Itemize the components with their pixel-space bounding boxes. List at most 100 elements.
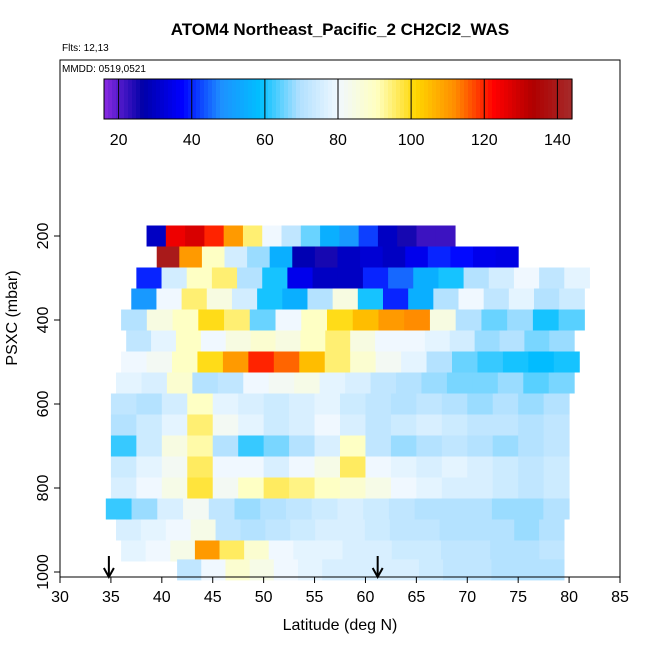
colorbar-segment xyxy=(144,79,149,119)
colorbar-segment xyxy=(240,79,245,119)
heatmap-cell xyxy=(426,351,453,373)
colorbar-segment xyxy=(420,79,425,119)
colorbar-segment xyxy=(508,79,513,119)
heatmap-cell xyxy=(489,519,515,541)
colorbar-segment xyxy=(556,79,561,119)
colorbar-segment xyxy=(380,79,385,119)
heatmap-cell xyxy=(543,393,570,415)
heatmap-cell xyxy=(314,456,341,478)
x-tick-label: 85 xyxy=(611,589,629,606)
colorbar-segment xyxy=(248,79,253,119)
heatmap-cell xyxy=(215,519,241,541)
heatmap-cell xyxy=(190,519,217,541)
colorbar-segment xyxy=(372,79,377,119)
colorbar-tick-label: 40 xyxy=(183,132,201,149)
heatmap-cell xyxy=(326,309,354,331)
heatmap-cell xyxy=(146,309,174,331)
heatmap-cell xyxy=(404,309,431,331)
colorbar-segment xyxy=(424,79,429,119)
heatmap-cell xyxy=(340,435,366,457)
heatmap-cell xyxy=(377,225,398,247)
heatmap-cell xyxy=(491,498,519,520)
heatmap-cell xyxy=(390,414,417,436)
colorbar-segment xyxy=(264,79,269,119)
heatmap-cell xyxy=(382,288,409,310)
colorbar-segment xyxy=(104,79,109,119)
heatmap-cell xyxy=(298,559,323,581)
colorbar-segment xyxy=(512,79,517,119)
heatmap-cell xyxy=(145,540,171,562)
heatmap-cell xyxy=(365,393,392,415)
heatmap-cell xyxy=(483,288,510,310)
y-tick-label: 200 xyxy=(35,223,52,250)
heatmap-cell xyxy=(441,393,468,415)
colorbar: 20 40 60 80 100 120 140 xyxy=(103,78,573,149)
heatmap-cell xyxy=(320,225,340,247)
heatmap-cell xyxy=(172,351,198,373)
heatmap-cell xyxy=(513,267,540,289)
colorbar-segment xyxy=(260,79,265,119)
heatmap-cell xyxy=(388,498,416,520)
heatmap-cell xyxy=(539,267,565,289)
heatmap-cell xyxy=(441,477,468,499)
heatmap-cell xyxy=(161,414,188,436)
heatmap-cell xyxy=(314,246,338,268)
heatmap-cell xyxy=(491,559,517,581)
heatmap-cell xyxy=(473,246,497,268)
heatmap-cell xyxy=(518,414,545,436)
heatmap-cell xyxy=(477,351,504,373)
heatmap-cell xyxy=(290,519,316,541)
heatmap-cell xyxy=(424,330,451,352)
heatmap-cell xyxy=(474,330,501,352)
heatmap-cell xyxy=(146,225,167,247)
heatmap-cell xyxy=(514,519,540,541)
heatmap-cell xyxy=(370,372,397,394)
heatmap-cell xyxy=(472,372,499,394)
colorbar-segment xyxy=(568,79,573,119)
heatmap-cell xyxy=(116,519,142,541)
heatmap-cell xyxy=(416,414,443,436)
heatmap-cell xyxy=(517,498,544,520)
heatmap-cell xyxy=(257,288,283,310)
heatmap-cell xyxy=(342,540,368,562)
heatmap-cell xyxy=(416,435,443,457)
heatmap-cell xyxy=(262,225,283,247)
heatmap-cell xyxy=(467,456,494,478)
colorbar-segment xyxy=(340,79,345,119)
heatmap-cell xyxy=(116,372,142,394)
colorbar-segment xyxy=(376,79,381,119)
colorbar-segment xyxy=(428,79,433,119)
colorbar-segment xyxy=(404,79,409,119)
heatmap-cell xyxy=(201,559,226,581)
heatmap-cell xyxy=(110,435,137,457)
heatmap-cell xyxy=(212,414,239,436)
heatmap-cell xyxy=(539,559,565,581)
heatmap-cell xyxy=(350,330,376,352)
colorbar-segment xyxy=(128,79,133,119)
heatmap-cell xyxy=(212,456,239,478)
plot-frame xyxy=(59,59,621,578)
y-tick-label: 1000 xyxy=(35,554,52,590)
heatmap-cell xyxy=(452,351,478,373)
colorbar-segment xyxy=(460,79,465,119)
heatmap-cell xyxy=(177,559,202,581)
heatmap-cell xyxy=(110,414,137,436)
heatmap-cell xyxy=(543,414,570,436)
heatmap-cell xyxy=(175,330,202,352)
heatmap-cell xyxy=(197,351,224,373)
x-axis-label: Latitude (deg N) xyxy=(283,617,398,634)
colorbar-segment xyxy=(220,79,225,119)
heatmap-cell xyxy=(319,372,346,394)
heatmap-cell xyxy=(249,559,275,581)
heatmap-cell xyxy=(421,372,448,394)
colorbar-segment xyxy=(268,79,273,119)
colorbar-segment xyxy=(444,79,449,119)
heatmap-cell xyxy=(136,477,163,499)
heatmap-cell xyxy=(465,540,491,562)
heatmap-cell xyxy=(438,267,465,289)
colorbar-segment xyxy=(236,79,241,119)
heatmap-cell xyxy=(311,498,338,520)
colorbar-segment xyxy=(560,79,565,119)
heatmap-cell xyxy=(224,246,248,268)
heatmap-cell xyxy=(495,246,519,268)
